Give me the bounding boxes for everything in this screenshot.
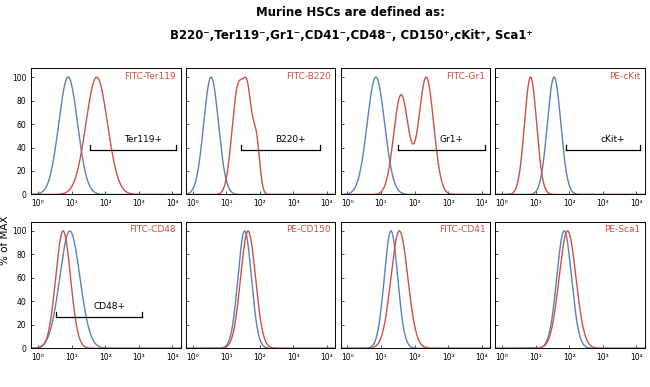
Text: Ter119+: Ter119+: [124, 135, 162, 144]
Text: PE-Sca1: PE-Sca1: [604, 225, 640, 235]
Text: Gr1+: Gr1+: [439, 135, 463, 144]
Text: B220+: B220+: [276, 135, 306, 144]
Text: PE-CD150: PE-CD150: [286, 225, 331, 235]
Text: cKit+: cKit+: [601, 135, 625, 144]
Text: PE-cKit: PE-cKit: [609, 72, 640, 80]
Text: % of MAX: % of MAX: [0, 215, 10, 265]
Text: FITC-CD41: FITC-CD41: [439, 225, 486, 235]
Text: FITC-CD48: FITC-CD48: [129, 225, 176, 235]
Text: Murine HSCs are defined as:: Murine HSCs are defined as:: [257, 6, 445, 19]
Text: B220⁻,Ter119⁻,Gr1⁻,CD41⁻,CD48⁻, CD150⁺,cKit⁺, Sca1⁺: B220⁻,Ter119⁻,Gr1⁻,CD41⁻,CD48⁻, CD150⁺,c…: [170, 29, 532, 42]
Text: FITC-Ter119: FITC-Ter119: [124, 72, 176, 80]
Text: CD48+: CD48+: [94, 302, 125, 311]
Text: FITC-B220: FITC-B220: [286, 72, 331, 80]
Text: FITC-Gr1: FITC-Gr1: [447, 72, 486, 80]
